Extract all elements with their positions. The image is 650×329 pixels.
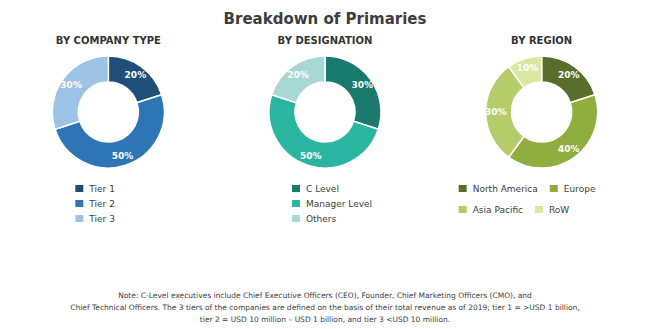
svg-text:BY REGION: BY REGION bbox=[511, 35, 572, 46]
svg-text:Breakdown of Primaries: Breakdown of Primaries bbox=[224, 10, 427, 28]
svg-text:40%: 40% bbox=[558, 144, 580, 154]
svg-text:Note: C-Level executives inclu: Note: C-Level executives include Chief E… bbox=[118, 291, 532, 300]
svg-text:BY COMPANY TYPE: BY COMPANY TYPE bbox=[56, 35, 161, 46]
svg-text:30%: 30% bbox=[351, 80, 373, 90]
svg-text:Tier 2: Tier 2 bbox=[88, 199, 115, 209]
svg-text:50%: 50% bbox=[112, 151, 134, 161]
svg-text:Manager Level: Manager Level bbox=[306, 199, 372, 209]
svg-text:C Level: C Level bbox=[306, 184, 339, 194]
svg-text:10%: 10% bbox=[517, 63, 539, 73]
svg-text:20%: 20% bbox=[287, 70, 309, 80]
svg-text:20%: 20% bbox=[125, 70, 147, 80]
svg-text:Chief Technical Officers. The: Chief Technical Officers. The 3 tiers of… bbox=[70, 303, 580, 312]
svg-text:30%: 30% bbox=[60, 80, 82, 90]
svg-text:50%: 50% bbox=[300, 151, 322, 161]
svg-text:Asia Pacific: Asia Pacific bbox=[473, 205, 523, 215]
svg-text:RoW: RoW bbox=[549, 205, 569, 215]
svg-text:BY DESIGNATION: BY DESIGNATION bbox=[278, 35, 373, 46]
svg-text:20%: 20% bbox=[558, 70, 580, 80]
svg-text:Tier 3: Tier 3 bbox=[88, 214, 115, 224]
svg-text:tier 2 = USD 10 million – USD: tier 2 = USD 10 million – USD 1 billion,… bbox=[200, 315, 450, 324]
svg-text:30%: 30% bbox=[485, 107, 507, 117]
svg-text:Others: Others bbox=[306, 214, 337, 224]
svg-text:Europe: Europe bbox=[564, 184, 596, 194]
svg-text:Tier 1: Tier 1 bbox=[88, 184, 115, 194]
svg-text:North America: North America bbox=[473, 184, 538, 194]
